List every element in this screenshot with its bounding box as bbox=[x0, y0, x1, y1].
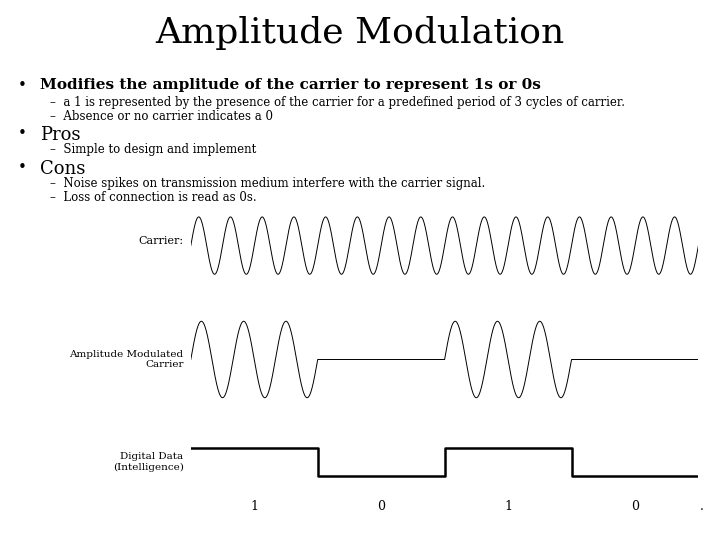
Text: –  Absence or no carrier indicates a 0: – Absence or no carrier indicates a 0 bbox=[50, 110, 274, 123]
Text: 1: 1 bbox=[504, 500, 512, 513]
Text: –  Simple to design and implement: – Simple to design and implement bbox=[50, 143, 256, 156]
Text: Pros: Pros bbox=[40, 126, 80, 144]
Text: 1: 1 bbox=[251, 500, 258, 513]
Text: Modifies the amplitude of the carrier to represent 1s or 0s: Modifies the amplitude of the carrier to… bbox=[40, 78, 541, 92]
Text: Amplitude Modulation: Amplitude Modulation bbox=[156, 16, 564, 50]
Text: 0: 0 bbox=[631, 500, 639, 513]
Text: Digital Data
(Intelligence): Digital Data (Intelligence) bbox=[113, 453, 184, 472]
Text: –  Loss of connection is read as 0s.: – Loss of connection is read as 0s. bbox=[50, 191, 257, 204]
Text: .: . bbox=[700, 500, 704, 513]
Text: •: • bbox=[18, 78, 27, 93]
Text: Carrier:: Carrier: bbox=[138, 237, 184, 246]
Text: Cons: Cons bbox=[40, 160, 85, 178]
Text: –  a 1 is represented by the presence of the carrier for a predefined period of : – a 1 is represented by the presence of … bbox=[50, 96, 626, 109]
Text: 0: 0 bbox=[377, 500, 385, 513]
Text: –  Noise spikes on transmission medium interfere with the carrier signal.: – Noise spikes on transmission medium in… bbox=[50, 177, 486, 190]
Text: •: • bbox=[18, 126, 27, 141]
Text: •: • bbox=[18, 160, 27, 176]
Text: Amplitude Modulated
Carrier: Amplitude Modulated Carrier bbox=[69, 350, 184, 369]
